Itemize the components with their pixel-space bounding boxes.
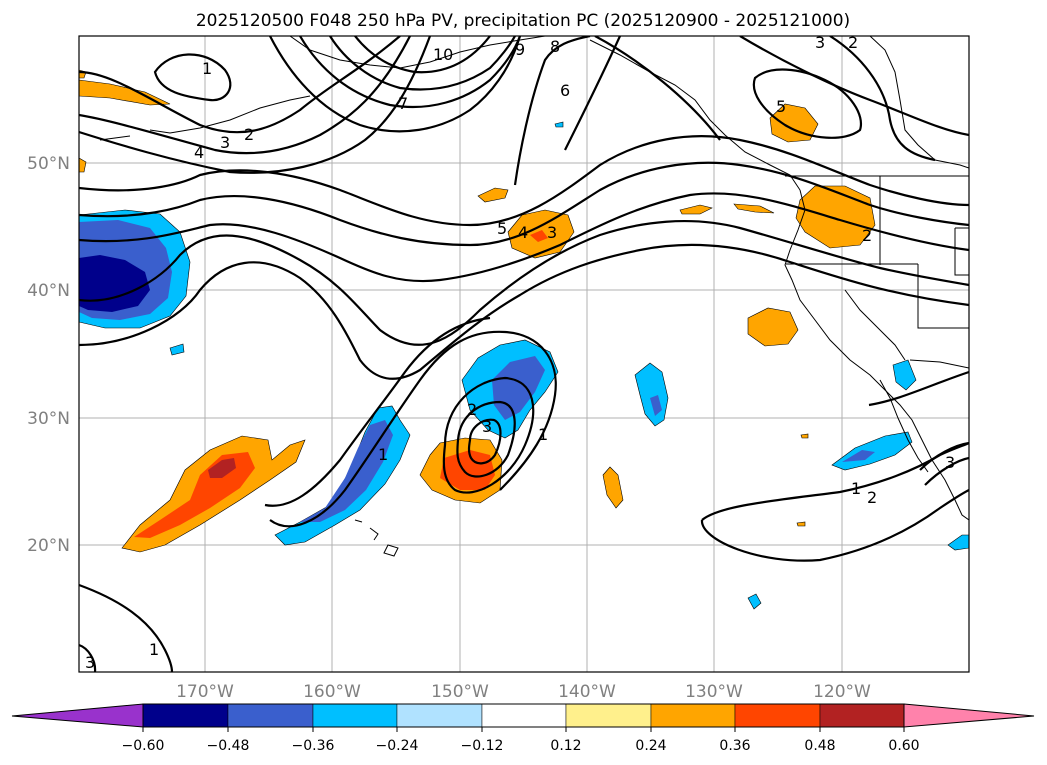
blob-sw-core (208, 458, 236, 478)
chart-title: 2025120500 F048 250 hPa PV, precipitatio… (196, 11, 850, 31)
contour-label: 1 (378, 445, 388, 464)
lat-label: 30°N (27, 409, 70, 429)
gridlines (79, 36, 969, 672)
contour-label: 3 (85, 653, 95, 672)
contour-label: 9 (515, 40, 525, 59)
contour-label: 3 (547, 223, 557, 242)
blob-east-mid-core (650, 395, 662, 416)
lon-label: 120°W (813, 682, 871, 702)
contour-label: 2 (862, 226, 872, 245)
colorbar-ticks (142, 727, 905, 732)
lat-label: 20°N (27, 536, 70, 556)
negative-precip-areas (79, 121, 969, 610)
blob-tiny-2 (796, 521, 806, 527)
positive-precip-areas (79, 69, 876, 553)
contour-label: 6 (560, 81, 570, 100)
lat-label: 50°N (27, 154, 70, 174)
colorbar-extend-low (11, 703, 144, 728)
map-area: 1 2 3 4 10 9 8 7 6 5 3 2 5 4 3 2 2 3 1 1… (79, 33, 969, 672)
blob-small-3 (947, 534, 969, 551)
blob-west-core (79, 255, 150, 312)
colorbar-bin (312, 703, 398, 728)
contour-label: 2 (244, 125, 254, 144)
colorbar-bin (734, 703, 821, 728)
blob-jet-core (530, 230, 548, 242)
contour-label: 3 (482, 417, 492, 436)
map-frame (78, 35, 970, 673)
blob-bc (769, 103, 819, 143)
blob-hawaii-east (602, 466, 624, 509)
colorbar-tick-label: 0.60 (888, 738, 919, 754)
contour-label: 1 (851, 479, 861, 498)
colorbar-tick-label: 0.12 (550, 738, 581, 754)
colorbar-bin (481, 703, 567, 728)
contour-label: 5 (776, 97, 786, 116)
colorbar-tick-label: −0.36 (292, 738, 335, 754)
blob-offshore-ca (747, 307, 799, 347)
contour-label: 7 (398, 94, 408, 113)
contour-label: 1 (149, 640, 159, 659)
contour-label: 2 (848, 33, 858, 52)
blob-small-2 (747, 593, 762, 610)
lon-label: 140°W (558, 682, 616, 702)
blob-small-4 (554, 121, 564, 128)
colorbar-bin (650, 703, 736, 728)
lat-label: 40°N (27, 281, 70, 301)
blob-small-1 (169, 343, 185, 356)
blob-streak-2 (733, 203, 775, 214)
colorbar-tick-label: 0.48 (804, 738, 835, 754)
blob-pnw-outer (795, 185, 876, 249)
latitude-labels: 50°N 40°N 30°N 20°N (27, 154, 70, 556)
colorbar-bin (396, 703, 483, 728)
colorbar-extend-high (903, 703, 1035, 728)
colorbar-tick-label: −0.60 (122, 738, 165, 754)
colorbar: −0.60 −0.48 −0.36 −0.24 −0.12 0.12 0.24 … (11, 703, 1035, 754)
colorbar-tick-label: 0.36 (719, 738, 750, 754)
colorbar-bin (819, 703, 905, 728)
colorbar-bin (565, 703, 652, 728)
blob-mid-small (477, 187, 509, 203)
contour-label: 2 (467, 400, 477, 419)
contour-label: 3 (945, 453, 955, 472)
contour-label: 2 (867, 488, 877, 507)
blob-socal (892, 359, 917, 391)
contour-label: 1 (538, 425, 548, 444)
contour-label: 8 (550, 37, 560, 56)
contour-label: 10 (433, 45, 453, 64)
lon-label: 150°W (431, 682, 489, 702)
contour-label: 4 (518, 223, 528, 242)
contour-labels: 1 2 3 4 10 9 8 7 6 5 3 2 5 4 3 2 2 3 1 1… (85, 33, 955, 672)
contour-label: 3 (220, 133, 230, 152)
blob-trough-mid (300, 420, 393, 522)
blob-cutoff-south-core (440, 450, 495, 490)
blob-west-edge (79, 157, 87, 173)
contour-label: 1 (202, 59, 212, 78)
colorbar-tick-label: −0.48 (207, 738, 250, 754)
colorbar-tick-label: 0.24 (635, 738, 666, 754)
lon-label: 160°W (303, 682, 361, 702)
contour-label: 3 (815, 33, 825, 52)
contour-label: 4 (194, 143, 204, 162)
coastlines-borders (99, 36, 969, 557)
blob-tiny-1 (800, 433, 809, 439)
lon-label: 170°W (176, 682, 234, 702)
pv-contours (79, 36, 969, 672)
colorbar-tick-label: −0.24 (376, 738, 419, 754)
colorbar-bin (142, 703, 229, 728)
colorbar-bin (227, 703, 314, 728)
colorbar-tick-label: −0.12 (461, 738, 504, 754)
blob-baja-core (842, 450, 875, 462)
lon-label: 130°W (685, 682, 743, 702)
blob-streak-1 (679, 204, 713, 215)
longitude-labels: 170°W 160°W 150°W 140°W 130°W 120°W (176, 682, 871, 702)
contour-label: 5 (497, 219, 507, 238)
